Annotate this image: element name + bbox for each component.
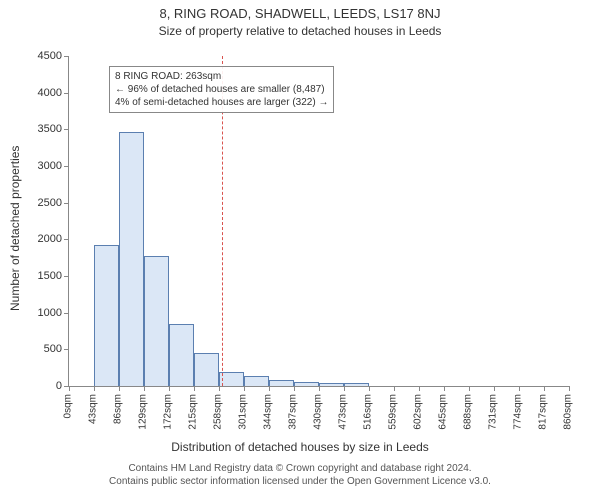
x-tick-label: 473sqm: [338, 394, 349, 430]
x-tick-label: 731sqm: [488, 394, 499, 430]
x-tick-label: 645sqm: [438, 394, 449, 430]
x-tick-label: 430sqm: [313, 394, 324, 430]
footer-line-2: Contains public sector information licen…: [0, 475, 600, 488]
x-tick-label: 215sqm: [188, 394, 199, 430]
plot-area: 8 RING ROAD: 263sqm ← 96% of detached ho…: [68, 56, 569, 387]
x-tick-label: 301sqm: [238, 394, 249, 430]
histogram-bar: [94, 245, 119, 386]
y-tick-label: 1500: [0, 270, 62, 282]
y-tick-label: 2500: [0, 197, 62, 209]
y-tick-label: 4500: [0, 50, 62, 62]
footer-line-1: Contains HM Land Registry data © Crown c…: [0, 462, 600, 475]
histogram-bar: [344, 383, 369, 386]
y-tick-label: 500: [0, 343, 62, 355]
x-tick-label: 559sqm: [388, 394, 399, 430]
x-tick-label: 774sqm: [513, 394, 524, 430]
histogram-bar: [194, 353, 219, 386]
annotation-line-3: 4% of semi-detached houses are larger (3…: [115, 96, 328, 109]
x-tick-label: 516sqm: [363, 394, 374, 430]
histogram-bar: [119, 132, 144, 386]
x-tick-label: 602sqm: [413, 394, 424, 430]
histogram-bar: [244, 376, 269, 386]
y-tick-label: 0: [0, 380, 62, 392]
x-tick-label: 172sqm: [163, 394, 174, 430]
chart-subtitle: Size of property relative to detached ho…: [0, 24, 600, 38]
histogram-bar: [319, 383, 344, 386]
chart-title: 8, RING ROAD, SHADWELL, LEEDS, LS17 8NJ: [0, 6, 600, 21]
chart-footer: Contains HM Land Registry data © Crown c…: [0, 462, 600, 488]
x-tick-label: 43sqm: [88, 394, 99, 424]
y-tick-label: 1000: [0, 307, 62, 319]
x-tick-label: 0sqm: [63, 394, 74, 418]
x-tick-label: 86sqm: [113, 394, 124, 424]
x-tick-label: 344sqm: [263, 394, 274, 430]
x-tick-label: 688sqm: [463, 394, 474, 430]
histogram-bar: [294, 382, 319, 386]
y-tick-label: 2000: [0, 233, 62, 245]
x-tick-label: 258sqm: [213, 394, 224, 430]
histogram-bar: [169, 324, 194, 386]
y-tick-label: 3000: [0, 160, 62, 172]
y-tick-label: 4000: [0, 87, 62, 99]
x-axis-label: Distribution of detached houses by size …: [0, 440, 600, 454]
histogram-bar: [269, 380, 294, 386]
x-tick-label: 129sqm: [138, 394, 149, 430]
y-tick-label: 3500: [0, 123, 62, 135]
histogram-bar: [144, 256, 169, 386]
x-tick-label: 387sqm: [288, 394, 299, 430]
x-tick-label: 860sqm: [563, 394, 574, 430]
annotation-line-1: 8 RING ROAD: 263sqm: [115, 70, 328, 83]
annotation-box: 8 RING ROAD: 263sqm ← 96% of detached ho…: [109, 66, 334, 113]
chart-container: 8, RING ROAD, SHADWELL, LEEDS, LS17 8NJ …: [0, 0, 600, 500]
annotation-line-2: ← 96% of detached houses are smaller (8,…: [115, 83, 328, 96]
x-tick-label: 817sqm: [538, 394, 549, 430]
